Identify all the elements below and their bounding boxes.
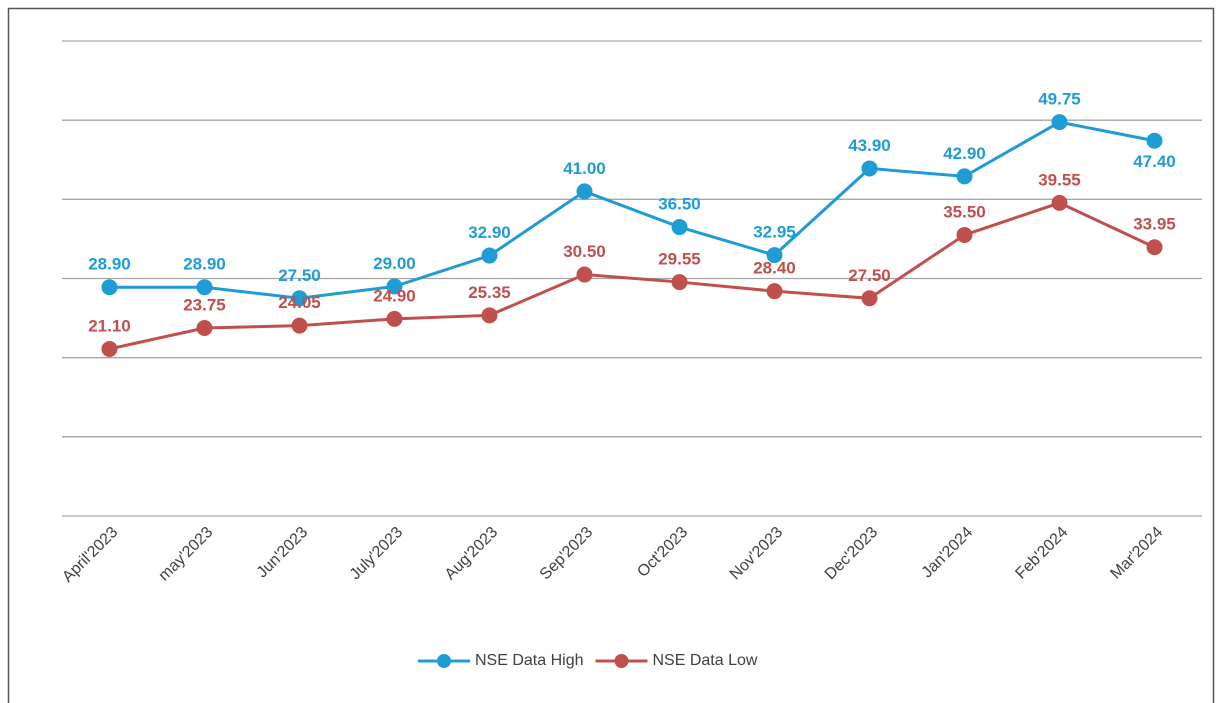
data-label: 29.55 — [658, 250, 701, 269]
data-point — [386, 310, 403, 327]
data-label: 43.90 — [848, 136, 891, 155]
legend-label: NSE Data Low — [653, 652, 758, 669]
data-label: 36.50 — [658, 195, 701, 214]
data-point — [861, 160, 878, 177]
data-label: 32.95 — [753, 223, 796, 242]
data-point — [481, 307, 498, 324]
data-label: 49.75 — [1038, 90, 1081, 109]
data-point — [576, 183, 593, 200]
data-point — [481, 247, 498, 264]
data-label: 21.10 — [88, 316, 131, 335]
chart-frame — [7, 7, 1215, 703]
data-label: 30.50 — [563, 242, 606, 261]
data-label: 27.50 — [848, 266, 891, 285]
data-point — [576, 266, 593, 283]
data-label: 28.90 — [88, 255, 131, 274]
data-label: 33.95 — [1133, 215, 1176, 234]
data-point — [1051, 114, 1068, 131]
series-line — [109, 120, 1155, 300]
data-point — [386, 278, 403, 295]
data-point — [1146, 132, 1163, 149]
data-label: 24.05 — [278, 293, 321, 312]
data-label: 28.90 — [183, 255, 226, 274]
data-point — [956, 168, 973, 185]
data-point — [766, 247, 783, 264]
data-label: 28.40 — [753, 259, 796, 278]
data-point — [196, 279, 213, 296]
data-point — [1146, 239, 1163, 256]
data-label: 35.50 — [943, 202, 986, 221]
legend-label: NSE Data High — [475, 652, 584, 669]
data-point — [766, 283, 783, 300]
data-label: 27.50 — [278, 266, 321, 285]
data-point — [671, 219, 688, 236]
data-label: 23.75 — [183, 295, 226, 314]
legend-marker — [437, 654, 451, 668]
series-line — [109, 201, 1156, 351]
data-point — [101, 279, 118, 296]
data-label: 42.90 — [943, 144, 986, 163]
data-point — [291, 290, 308, 307]
data-label: 29.00 — [373, 254, 416, 273]
data-point — [1051, 194, 1068, 211]
data-point — [861, 290, 878, 307]
data-point — [196, 319, 213, 336]
legend-marker — [614, 654, 629, 668]
data-point — [671, 274, 688, 291]
data-label: 24.90 — [373, 286, 416, 305]
data-label: 47.40 — [1133, 152, 1176, 171]
data-label: 39.55 — [1038, 170, 1081, 189]
data-point — [291, 317, 308, 334]
data-point — [101, 340, 118, 357]
data-label: 41.00 — [563, 159, 606, 178]
data-label: 25.35 — [468, 283, 511, 302]
data-label: 32.90 — [468, 223, 511, 242]
data-point — [956, 226, 973, 243]
